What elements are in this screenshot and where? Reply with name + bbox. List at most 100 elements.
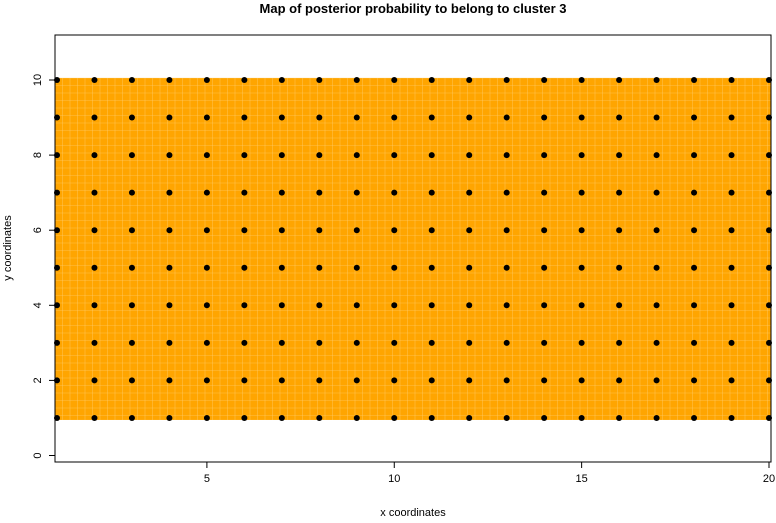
y-tick-label: 8 — [32, 152, 44, 158]
data-point — [466, 77, 473, 83]
data-point — [541, 152, 548, 159]
data-point — [653, 414, 660, 421]
data-point — [91, 114, 98, 121]
data-point — [166, 227, 173, 234]
data-point — [578, 189, 585, 196]
data-point — [391, 77, 398, 83]
data-point — [728, 227, 735, 234]
data-point — [278, 302, 285, 309]
data-point — [728, 339, 735, 346]
data-point — [353, 414, 360, 421]
data-point — [391, 189, 398, 196]
data-point — [316, 227, 323, 234]
data-point — [541, 264, 548, 271]
data-point — [91, 302, 98, 309]
data-point — [391, 227, 398, 234]
data-point — [353, 302, 360, 309]
data-point — [653, 77, 660, 83]
data-point — [391, 152, 398, 159]
data-point — [616, 339, 623, 346]
data-point — [541, 114, 548, 121]
data-point — [616, 264, 623, 271]
y-tick-label: 4 — [32, 302, 44, 308]
data-point — [353, 339, 360, 346]
data-point — [691, 377, 698, 384]
data-point — [166, 152, 173, 159]
data-point — [203, 339, 210, 346]
data-point — [203, 227, 210, 234]
data-point — [128, 77, 135, 83]
data-point — [203, 414, 210, 421]
data-point — [691, 339, 698, 346]
data-point — [241, 414, 248, 421]
data-point — [241, 189, 248, 196]
data-point — [428, 227, 435, 234]
data-point — [203, 77, 210, 83]
data-point — [466, 227, 473, 234]
data-point — [578, 114, 585, 121]
data-point — [503, 302, 510, 309]
x-tick-label: 5 — [204, 473, 210, 485]
data-point — [278, 339, 285, 346]
data-point — [728, 77, 735, 83]
x-tick-label: 15 — [576, 473, 588, 485]
data-point — [391, 414, 398, 421]
data-point — [616, 189, 623, 196]
data-point — [428, 414, 435, 421]
data-point — [241, 227, 248, 234]
data-point — [128, 227, 135, 234]
data-point — [541, 377, 548, 384]
data-point — [728, 189, 735, 196]
data-point — [503, 152, 510, 159]
y-tick-label: 6 — [32, 227, 44, 233]
data-point — [616, 302, 623, 309]
data-point — [578, 339, 585, 346]
data-point — [691, 302, 698, 309]
data-point — [578, 377, 585, 384]
data-point — [278, 227, 285, 234]
data-point — [316, 77, 323, 83]
data-point — [691, 152, 698, 159]
data-point — [728, 152, 735, 159]
data-point — [728, 302, 735, 309]
data-point — [616, 152, 623, 159]
data-point — [166, 377, 173, 384]
data-point — [616, 77, 623, 83]
data-point — [466, 414, 473, 421]
x-tick-label: 20 — [763, 473, 775, 485]
data-point — [541, 189, 548, 196]
data-point — [466, 189, 473, 196]
y-tick-label: 2 — [32, 377, 44, 383]
data-point — [466, 339, 473, 346]
data-point — [653, 377, 660, 384]
data-point — [391, 302, 398, 309]
data-point — [128, 339, 135, 346]
data-point — [316, 302, 323, 309]
y-axis-label: y coordinates — [2, 215, 14, 281]
data-point — [428, 377, 435, 384]
data-point — [578, 302, 585, 309]
data-point — [241, 339, 248, 346]
data-point — [578, 414, 585, 421]
data-point — [503, 227, 510, 234]
data-point — [503, 189, 510, 196]
data-point — [91, 414, 98, 421]
data-point — [428, 302, 435, 309]
data-point — [616, 114, 623, 121]
data-point — [541, 227, 548, 234]
x-axis-label: x coordinates — [380, 507, 446, 518]
data-point — [128, 114, 135, 121]
data-point — [503, 114, 510, 121]
data-point — [128, 302, 135, 309]
data-point — [316, 114, 323, 121]
data-point — [728, 377, 735, 384]
data-point — [616, 227, 623, 234]
data-point — [728, 264, 735, 271]
data-point — [353, 77, 360, 83]
data-point — [653, 339, 660, 346]
data-point — [691, 227, 698, 234]
data-point — [166, 339, 173, 346]
data-point — [728, 114, 735, 121]
data-point — [691, 414, 698, 421]
